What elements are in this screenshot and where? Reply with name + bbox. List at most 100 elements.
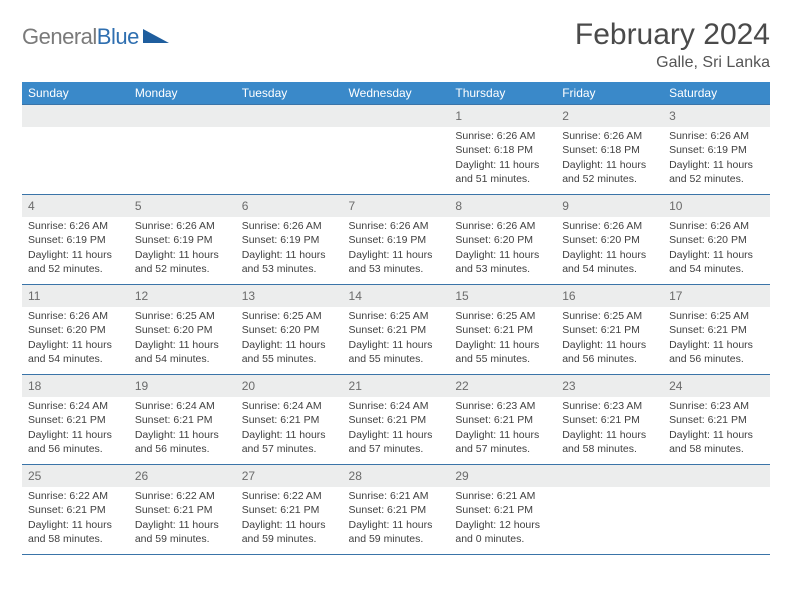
daylight-text: Daylight: 11 hours and 56 minutes. bbox=[669, 338, 764, 366]
day-number: 11 bbox=[22, 285, 129, 307]
calendar-day-cell: 16Sunrise: 6:25 AMSunset: 6:21 PMDayligh… bbox=[556, 285, 663, 375]
sunset-text: Sunset: 6:21 PM bbox=[562, 323, 657, 337]
day-details: Sunrise: 6:24 AMSunset: 6:21 PMDaylight:… bbox=[129, 397, 236, 462]
weekday-header: Tuesday bbox=[236, 82, 343, 105]
day-number: 18 bbox=[22, 375, 129, 397]
daylight-text: Daylight: 11 hours and 53 minutes. bbox=[242, 248, 337, 276]
day-details: Sunrise: 6:25 AMSunset: 6:21 PMDaylight:… bbox=[556, 307, 663, 372]
day-number: 2 bbox=[556, 105, 663, 127]
calendar-day-cell: 18Sunrise: 6:24 AMSunset: 6:21 PMDayligh… bbox=[22, 375, 129, 465]
calendar-empty-cell bbox=[556, 465, 663, 555]
calendar-day-cell: 6Sunrise: 6:26 AMSunset: 6:19 PMDaylight… bbox=[236, 195, 343, 285]
day-number: 26 bbox=[129, 465, 236, 487]
sunrise-text: Sunrise: 6:22 AM bbox=[135, 489, 230, 503]
day-number: 7 bbox=[343, 195, 450, 217]
calendar-day-cell: 24Sunrise: 6:23 AMSunset: 6:21 PMDayligh… bbox=[663, 375, 770, 465]
calendar-day-cell: 11Sunrise: 6:26 AMSunset: 6:20 PMDayligh… bbox=[22, 285, 129, 375]
day-details: Sunrise: 6:26 AMSunset: 6:18 PMDaylight:… bbox=[556, 127, 663, 192]
day-number: 27 bbox=[236, 465, 343, 487]
month-title: February 2024 bbox=[575, 18, 770, 52]
calendar-day-cell: 14Sunrise: 6:25 AMSunset: 6:21 PMDayligh… bbox=[343, 285, 450, 375]
weekday-header-row: SundayMondayTuesdayWednesdayThursdayFrid… bbox=[22, 82, 770, 105]
sunrise-text: Sunrise: 6:26 AM bbox=[135, 219, 230, 233]
calendar-empty-cell bbox=[343, 105, 450, 195]
daylight-text: Daylight: 11 hours and 54 minutes. bbox=[28, 338, 123, 366]
daylight-text: Daylight: 11 hours and 51 minutes. bbox=[455, 158, 550, 186]
day-number: 16 bbox=[556, 285, 663, 307]
calendar-week-row: 11Sunrise: 6:26 AMSunset: 6:20 PMDayligh… bbox=[22, 285, 770, 375]
sunrise-text: Sunrise: 6:24 AM bbox=[135, 399, 230, 413]
day-details: Sunrise: 6:21 AMSunset: 6:21 PMDaylight:… bbox=[449, 487, 556, 552]
daylight-text: Daylight: 11 hours and 54 minutes. bbox=[135, 338, 230, 366]
calendar-day-cell: 4Sunrise: 6:26 AMSunset: 6:19 PMDaylight… bbox=[22, 195, 129, 285]
day-details: Sunrise: 6:22 AMSunset: 6:21 PMDaylight:… bbox=[129, 487, 236, 552]
day-details: Sunrise: 6:26 AMSunset: 6:20 PMDaylight:… bbox=[556, 217, 663, 282]
weekday-header: Thursday bbox=[449, 82, 556, 105]
day-details: Sunrise: 6:23 AMSunset: 6:21 PMDaylight:… bbox=[449, 397, 556, 462]
header: GeneralBlue February 2024 Galle, Sri Lan… bbox=[22, 18, 770, 72]
weekday-header: Monday bbox=[129, 82, 236, 105]
calendar-week-row: 25Sunrise: 6:22 AMSunset: 6:21 PMDayligh… bbox=[22, 465, 770, 555]
sunrise-text: Sunrise: 6:26 AM bbox=[669, 129, 764, 143]
day-number: 23 bbox=[556, 375, 663, 397]
calendar-day-cell: 2Sunrise: 6:26 AMSunset: 6:18 PMDaylight… bbox=[556, 105, 663, 195]
calendar-day-cell: 13Sunrise: 6:25 AMSunset: 6:20 PMDayligh… bbox=[236, 285, 343, 375]
sunset-text: Sunset: 6:18 PM bbox=[562, 143, 657, 157]
sunrise-text: Sunrise: 6:24 AM bbox=[28, 399, 123, 413]
calendar-day-cell: 22Sunrise: 6:23 AMSunset: 6:21 PMDayligh… bbox=[449, 375, 556, 465]
calendar-day-cell: 23Sunrise: 6:23 AMSunset: 6:21 PMDayligh… bbox=[556, 375, 663, 465]
sunrise-text: Sunrise: 6:24 AM bbox=[349, 399, 444, 413]
location-subtitle: Galle, Sri Lanka bbox=[575, 54, 770, 72]
daylight-text: Daylight: 11 hours and 58 minutes. bbox=[28, 518, 123, 546]
daylight-text: Daylight: 11 hours and 52 minutes. bbox=[669, 158, 764, 186]
day-number: 22 bbox=[449, 375, 556, 397]
day-number bbox=[129, 105, 236, 127]
day-details: Sunrise: 6:22 AMSunset: 6:21 PMDaylight:… bbox=[236, 487, 343, 552]
day-number bbox=[236, 105, 343, 127]
sunset-text: Sunset: 6:19 PM bbox=[669, 143, 764, 157]
daylight-text: Daylight: 11 hours and 56 minutes. bbox=[28, 428, 123, 456]
sunset-text: Sunset: 6:20 PM bbox=[242, 323, 337, 337]
day-number: 14 bbox=[343, 285, 450, 307]
sunrise-text: Sunrise: 6:26 AM bbox=[562, 219, 657, 233]
calendar-day-cell: 9Sunrise: 6:26 AMSunset: 6:20 PMDaylight… bbox=[556, 195, 663, 285]
day-details: Sunrise: 6:26 AMSunset: 6:18 PMDaylight:… bbox=[449, 127, 556, 192]
sunset-text: Sunset: 6:20 PM bbox=[135, 323, 230, 337]
daylight-text: Daylight: 11 hours and 59 minutes. bbox=[242, 518, 337, 546]
day-number: 13 bbox=[236, 285, 343, 307]
sunrise-text: Sunrise: 6:26 AM bbox=[669, 219, 764, 233]
daylight-text: Daylight: 11 hours and 54 minutes. bbox=[562, 248, 657, 276]
day-details: Sunrise: 6:26 AMSunset: 6:20 PMDaylight:… bbox=[22, 307, 129, 372]
sunrise-text: Sunrise: 6:22 AM bbox=[242, 489, 337, 503]
day-number: 5 bbox=[129, 195, 236, 217]
day-details: Sunrise: 6:24 AMSunset: 6:21 PMDaylight:… bbox=[236, 397, 343, 462]
day-number: 25 bbox=[22, 465, 129, 487]
day-number: 3 bbox=[663, 105, 770, 127]
sunset-text: Sunset: 6:18 PM bbox=[455, 143, 550, 157]
sunrise-text: Sunrise: 6:25 AM bbox=[669, 309, 764, 323]
weekday-header: Friday bbox=[556, 82, 663, 105]
day-number bbox=[22, 105, 129, 127]
sunset-text: Sunset: 6:21 PM bbox=[455, 413, 550, 427]
calendar-day-cell: 7Sunrise: 6:26 AMSunset: 6:19 PMDaylight… bbox=[343, 195, 450, 285]
weekday-header: Saturday bbox=[663, 82, 770, 105]
day-number bbox=[556, 465, 663, 487]
day-details: Sunrise: 6:22 AMSunset: 6:21 PMDaylight:… bbox=[22, 487, 129, 552]
day-details: Sunrise: 6:26 AMSunset: 6:19 PMDaylight:… bbox=[236, 217, 343, 282]
calendar-day-cell: 1Sunrise: 6:26 AMSunset: 6:18 PMDaylight… bbox=[449, 105, 556, 195]
day-number: 8 bbox=[449, 195, 556, 217]
calendar-day-cell: 8Sunrise: 6:26 AMSunset: 6:20 PMDaylight… bbox=[449, 195, 556, 285]
daylight-text: Daylight: 11 hours and 58 minutes. bbox=[562, 428, 657, 456]
brand-name: GeneralBlue bbox=[22, 24, 139, 50]
day-number: 24 bbox=[663, 375, 770, 397]
calendar-day-cell: 27Sunrise: 6:22 AMSunset: 6:21 PMDayligh… bbox=[236, 465, 343, 555]
day-number: 21 bbox=[343, 375, 450, 397]
calendar-day-cell: 28Sunrise: 6:21 AMSunset: 6:21 PMDayligh… bbox=[343, 465, 450, 555]
sunrise-text: Sunrise: 6:25 AM bbox=[135, 309, 230, 323]
calendar-day-cell: 5Sunrise: 6:26 AMSunset: 6:19 PMDaylight… bbox=[129, 195, 236, 285]
sunset-text: Sunset: 6:19 PM bbox=[28, 233, 123, 247]
daylight-text: Daylight: 11 hours and 52 minutes. bbox=[562, 158, 657, 186]
sunrise-text: Sunrise: 6:22 AM bbox=[28, 489, 123, 503]
daylight-text: Daylight: 11 hours and 52 minutes. bbox=[135, 248, 230, 276]
calendar-day-cell: 17Sunrise: 6:25 AMSunset: 6:21 PMDayligh… bbox=[663, 285, 770, 375]
